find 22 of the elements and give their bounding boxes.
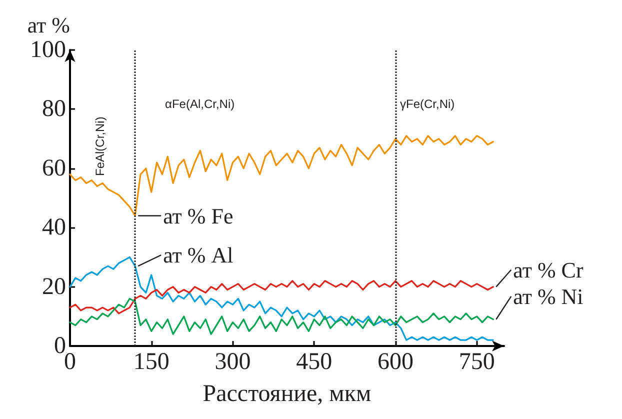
- y-tick-label: 40: [42, 214, 66, 241]
- x-tick-label: 300: [214, 349, 251, 375]
- y-tick-label: 20: [42, 274, 66, 300]
- x-tick-label: 150: [133, 349, 170, 375]
- series-label: ат % Fe: [163, 203, 234, 228]
- line-series: [69, 280, 494, 314]
- y-tick-label: 0: [54, 333, 66, 359]
- series-label: ат % Al: [163, 242, 234, 268]
- annotation: γFe(Cr,Ni): [400, 97, 455, 111]
- annotation: FeAl(Cr,Ni): [93, 116, 107, 176]
- line-series: [69, 298, 494, 335]
- series-label: ат % Cr: [513, 257, 584, 282]
- x-axis-title: Расстояние, мкм: [202, 381, 372, 407]
- y-tick-label: 60: [42, 155, 66, 182]
- x-tick-label: 750: [458, 349, 495, 375]
- y-tick-label: 100: [30, 37, 66, 63]
- y-axis-title: ат %: [27, 12, 70, 38]
- y-tick-label: 80: [42, 96, 66, 122]
- series-label: ат % Ni: [513, 284, 584, 309]
- annotation: αFe(Al,Cr,Ni): [165, 97, 235, 111]
- x-tick-label: 450: [296, 349, 332, 375]
- x-tick-label: 600: [378, 349, 414, 375]
